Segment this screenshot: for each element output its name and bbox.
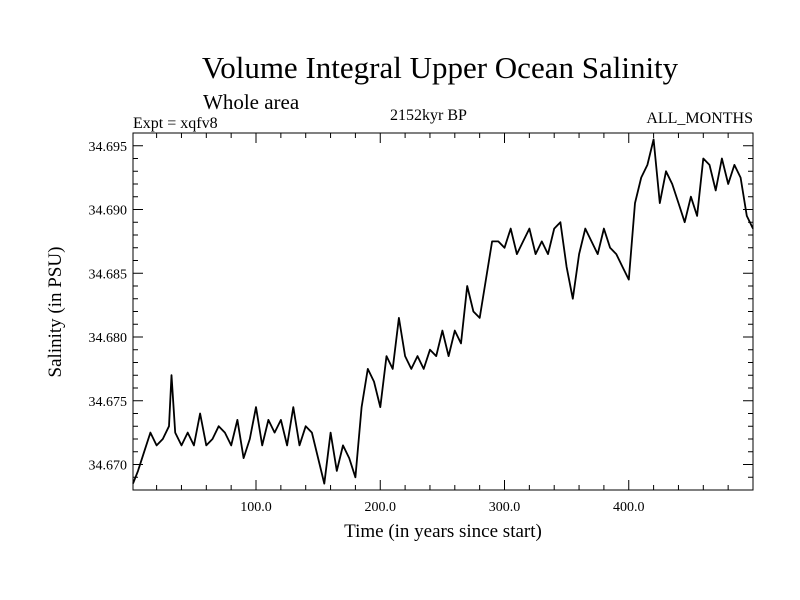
x-tick-label: 400.0 [613, 500, 645, 515]
chart-title: Volume Integral Upper Ocean Salinity [201, 50, 679, 85]
axis-ticks [133, 132, 753, 491]
y-tick-label: 34.695 [89, 140, 128, 155]
y-tick-label: 34.690 [89, 204, 128, 219]
x-tick-label: 200.0 [365, 500, 397, 515]
x-tick-label: 100.0 [240, 500, 272, 515]
tick-labels: 100.0 200.0 300.0 400.0 34.670 34.675 34.680 34… [89, 140, 645, 515]
x-axis-label: Time (in years since start) [344, 521, 542, 542]
experiment-label: Expt = xqfv8 [133, 115, 218, 132]
salinity-series-line [132, 138, 754, 485]
x-tick-label: 300.0 [489, 500, 521, 515]
months-label: ALL_MONTHS [646, 110, 753, 127]
y-tick-label: 34.685 [89, 267, 128, 282]
y-tick-label: 34.670 [89, 459, 128, 474]
y-tick-label: 34.680 [89, 331, 128, 346]
period-label: 2152kyr BP [390, 107, 467, 124]
chart-subtitle: Whole area [203, 90, 300, 114]
y-tick-label: 34.675 [89, 395, 128, 410]
